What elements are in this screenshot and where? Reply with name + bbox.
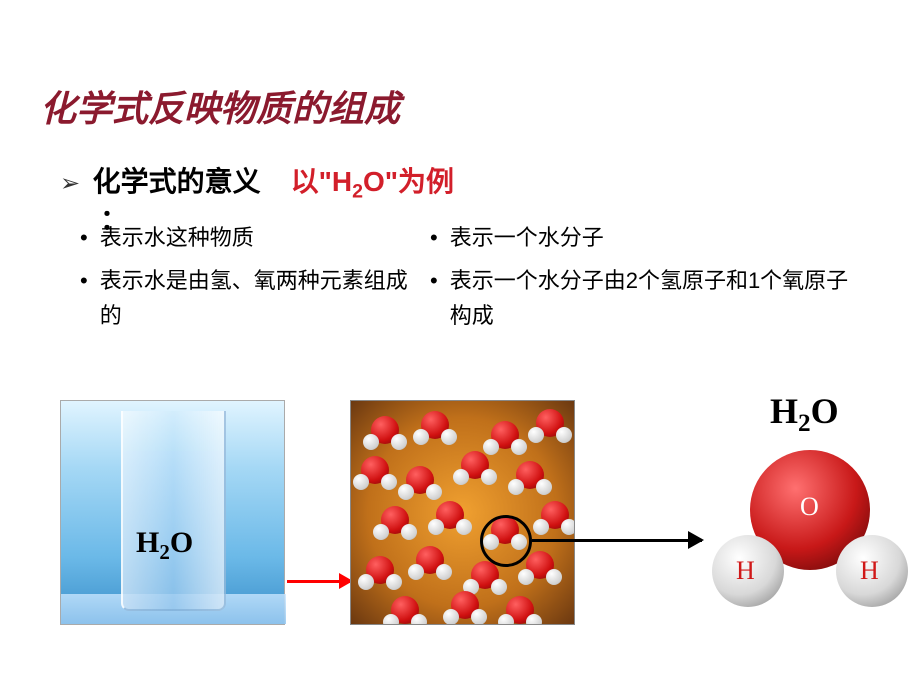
hydrogen-ball (443, 609, 459, 625)
glass-shape (121, 411, 226, 611)
subtitle-block: ➢ 化学式的意义 (60, 160, 261, 200)
molecules-image (350, 400, 575, 625)
big-o: O (811, 391, 839, 431)
hydrogen-ball (456, 519, 472, 535)
hydrogen-ball (491, 579, 507, 595)
subtitle-text: 化学式的意义 (93, 166, 261, 197)
hydrogen-ball (373, 524, 389, 540)
hydrogen-ball (526, 614, 542, 625)
glass-o: O (170, 526, 193, 559)
bullet-text: 表示水这种物质 (100, 220, 410, 255)
example-text: 以"H2O"为例 (291, 160, 454, 204)
hydrogen-ball (471, 609, 487, 625)
hydrogen-ball (518, 569, 534, 585)
hydrogen-ball (528, 427, 544, 443)
big-h: H (770, 391, 798, 431)
list-item: • 表示水是由氢、氧两种元素组成的 (80, 263, 410, 333)
bullet-icon: • (80, 220, 88, 255)
hydrogen-ball (401, 524, 417, 540)
list-item: • 表示一个水分子由2个氢原子和1个氧原子构成 (430, 263, 850, 333)
hydrogen-ball (428, 519, 444, 535)
arrow-bullet-icon: ➢ (60, 169, 80, 198)
example-o: O (363, 166, 385, 197)
example-sub: 2 (352, 181, 363, 203)
hydrogen-ball (353, 474, 369, 490)
hydrogen-ball (426, 484, 442, 500)
hydrogen-ball (398, 484, 414, 500)
hydrogen-ball (508, 479, 524, 495)
hydrogen-ball (383, 614, 399, 625)
right-bullet-list: • 表示一个水分子 • 表示一个水分子由2个氢原子和1个氧原子构成 (430, 220, 850, 342)
water-glass-image: H2O (60, 400, 285, 625)
list-item: • 表示一个水分子 (430, 220, 850, 255)
example-suffix: "为例 (385, 166, 454, 197)
hydrogen-label-right: H (860, 556, 879, 586)
glass-sub: 2 (159, 540, 170, 564)
left-bullet-list: • 表示水这种物质 • 表示水是由氢、氧两种元素组成的 (80, 220, 410, 342)
red-arrow-icon (287, 580, 351, 583)
glass-formula: H2O (136, 526, 193, 565)
hydrogen-ball (386, 574, 402, 590)
hydrogen-ball (411, 614, 427, 625)
big-formula: H2O (770, 390, 839, 438)
hydrogen-ball (453, 469, 469, 485)
example-prefix: 以" (291, 166, 332, 197)
bullet-text: 表示一个水分子 (450, 220, 850, 255)
hydrogen-ball (358, 574, 374, 590)
hydrogen-ball (391, 434, 407, 450)
page-title: 化学式反映物质的组成 (40, 80, 400, 132)
hydrogen-ball (381, 474, 397, 490)
bullet-text: 表示一个水分子由2个氢原子和1个氧原子构成 (450, 263, 850, 333)
hydrogen-ball (533, 519, 549, 535)
big-sub: 2 (798, 410, 811, 437)
example-h: H (332, 166, 352, 197)
bullet-text: 表示水是由氢、氧两种元素组成的 (100, 263, 410, 333)
bullet-icon: • (430, 263, 438, 333)
hydrogen-ball (436, 564, 452, 580)
list-item: • 表示水这种物质 (80, 220, 410, 255)
hydrogen-ball (511, 439, 527, 455)
hydrogen-ball (481, 469, 497, 485)
bullet-icon: • (430, 220, 438, 255)
hydrogen-ball (546, 569, 562, 585)
zoom-circle-icon (480, 515, 532, 567)
oxygen-label: O (800, 492, 819, 522)
hydrogen-ball (536, 479, 552, 495)
hydrogen-ball (363, 434, 379, 450)
hydrogen-ball (556, 427, 572, 443)
black-arrow-icon (532, 539, 702, 542)
bullet-icon: • (80, 263, 88, 333)
hydrogen-ball (408, 564, 424, 580)
glass-h: H (136, 526, 159, 559)
big-molecule-diagram: O H H (710, 430, 910, 630)
hydrogen-label-left: H (736, 556, 755, 586)
hydrogen-ball (413, 429, 429, 445)
images-row: H2O O H H (60, 370, 880, 650)
hydrogen-ball (483, 439, 499, 455)
hydrogen-ball (441, 429, 457, 445)
hydrogen-ball (561, 519, 575, 535)
hydrogen-ball (498, 614, 514, 625)
